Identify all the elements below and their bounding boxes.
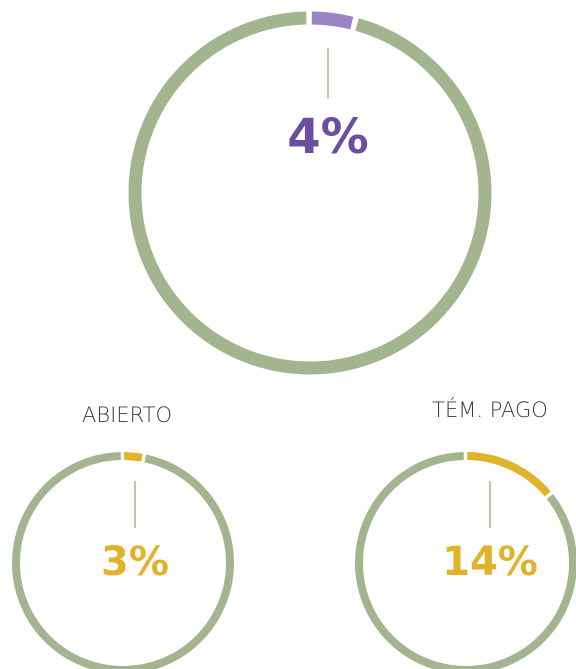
- chart-title: ABIERTO: [82, 403, 172, 427]
- percent-label: 3%: [101, 539, 169, 585]
- chart-title: TÉM. PAGO: [432, 397, 548, 422]
- percent-label: 4%: [287, 109, 369, 165]
- donut-segment: [467, 452, 551, 497]
- donut-ring: [128, 11, 492, 375]
- donut-segment: [311, 11, 354, 30]
- donut-segment: [124, 452, 143, 462]
- percent-label: 14%: [442, 539, 538, 585]
